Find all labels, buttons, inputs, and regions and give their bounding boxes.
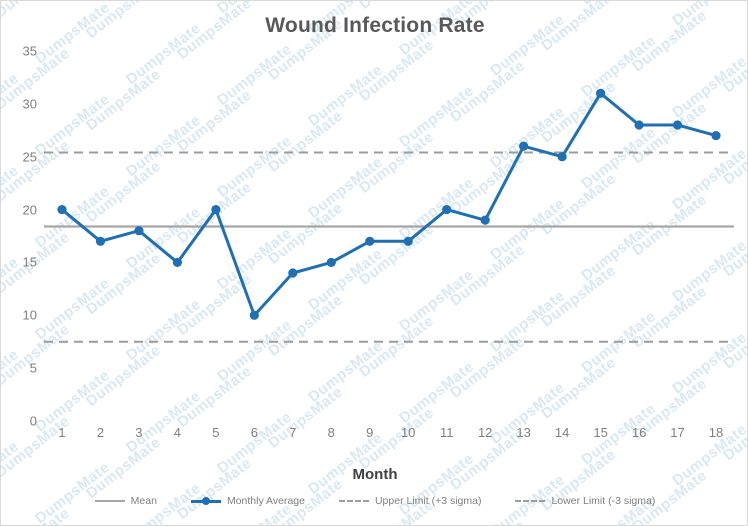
- data-point: [57, 204, 67, 215]
- data-point: [211, 204, 221, 215]
- y-axis-tick-label: 10: [22, 307, 37, 323]
- data-point: [403, 236, 413, 246]
- y-axis-tick-label: 30: [22, 96, 37, 112]
- data-point: [172, 257, 183, 268]
- y-axis-tick-label: 5: [29, 360, 37, 376]
- x-axis-tick-label: 17: [670, 425, 685, 440]
- x-axis-tick-label: 13: [516, 425, 531, 440]
- data-point: [519, 141, 529, 151]
- series-line: [60, 91, 718, 317]
- y-axis-tick-label: 35: [22, 43, 37, 59]
- y-axis-tick-label: 0: [29, 413, 37, 429]
- x-axis-tick-label: 5: [212, 425, 220, 440]
- chart-legend: Mean Monthly Average Upper Limit (+3 sigma…: [1, 495, 747, 507]
- data-point: [595, 88, 606, 98]
- data-point: [634, 120, 644, 130]
- y-axis-tick-label: 15: [22, 254, 37, 270]
- chart-title: Wound Infection Rate: [265, 14, 485, 37]
- legend-label: Lower Limit (-3 sigma): [551, 495, 656, 507]
- legend-swatch-icon: [190, 496, 221, 507]
- y-axis-tick-label: 20: [22, 202, 37, 218]
- data-series-monthly-average: [57, 88, 721, 320]
- x-axis-tick-label: 8: [327, 425, 335, 440]
- data-point: [557, 152, 567, 162]
- x-axis-tick-label: 7: [289, 425, 297, 440]
- legend-swatch-icon: [338, 496, 369, 507]
- data-point: [249, 310, 259, 320]
- x-axis-tick-label: 15: [593, 425, 608, 440]
- legend-item[interactable]: Lower Limit (-3 sigma): [515, 495, 655, 507]
- x-axis-tick-label: 16: [631, 425, 647, 440]
- x-axis-tick-label: 18: [708, 425, 724, 440]
- x-axis-tick-label: 11: [439, 425, 454, 440]
- legend-label: Monthly Average: [226, 495, 305, 507]
- series-canvas: [44, 88, 734, 343]
- data-point: [134, 226, 144, 236]
- data-point: [326, 257, 336, 268]
- x-axis-tick-label: 4: [173, 425, 182, 440]
- legend-label: Upper Limit (+3 sigma): [374, 495, 482, 507]
- data-point: [711, 130, 721, 141]
- x-axis-tick-label: 2: [96, 425, 105, 440]
- legend-item[interactable]: Monthly Average: [190, 495, 305, 507]
- x-axis-tick-label: 14: [554, 425, 570, 440]
- x-axis-tick-label: 1: [58, 425, 66, 440]
- data-point: [480, 215, 490, 225]
- legend-item[interactable]: Mean: [94, 495, 157, 507]
- x-axis-tick-label: 12: [477, 425, 493, 440]
- legend-swatch-icon: [515, 496, 546, 507]
- data-point: [288, 268, 298, 278]
- x-axis-tick-label: 6: [250, 425, 259, 440]
- legend-item[interactable]: Upper Limit (+3 sigma): [338, 495, 482, 507]
- data-point: [672, 120, 683, 130]
- y-axis-tick-label: 25: [22, 149, 37, 165]
- legend-swatch-icon: [94, 496, 125, 507]
- legend-label: Mean: [130, 495, 157, 507]
- data-point: [95, 236, 106, 246]
- x-axis-title: Month: [352, 466, 398, 483]
- x-axis-tick-label: 3: [135, 425, 143, 440]
- data-point: [442, 204, 452, 215]
- y-axis: 0 5 10 15 20 25 30 35: [1, 44, 37, 429]
- x-axis-tick-label: 10: [400, 425, 416, 440]
- plot-area: [44, 51, 734, 421]
- data-point: [365, 236, 375, 246]
- x-axis: 1 2 3 4 5 6 7 8 9 10 11 12 13 14 15 16 17 18: [44, 425, 734, 449]
- x-axis-tick-label: 9: [366, 425, 374, 440]
